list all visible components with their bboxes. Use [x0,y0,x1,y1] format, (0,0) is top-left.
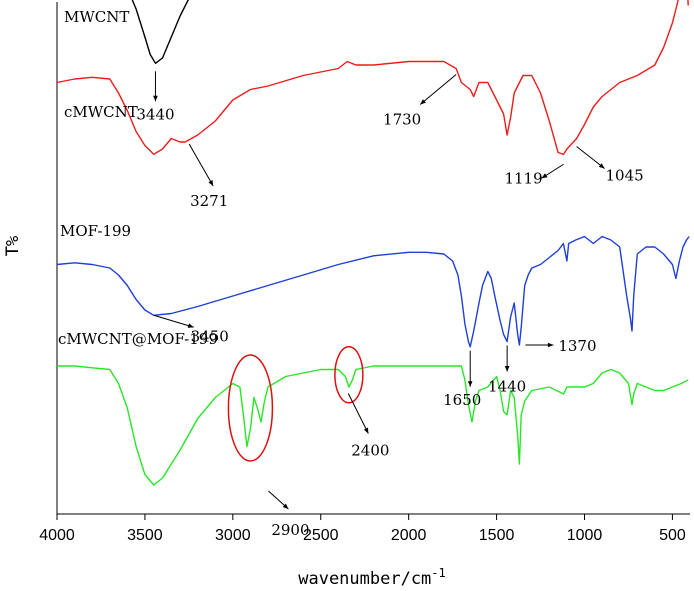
annotation-3450: 3450 [153,314,229,345]
x-axis-title-text: wavenumber/cm [298,569,431,589]
peak-annotations: 3440 3271 1730 1119 1045 3450 1650 1440 1370 2900… [136,71,644,539]
highlight-ellipse-2 [334,346,364,404]
arrow-head [153,95,158,102]
arrow-head [420,99,426,105]
series-labels: MWCNT cMWCNT MOF-199 cMWCNT@MOF-199 [58,8,218,348]
annotation-1440: 1440 [488,345,526,396]
highlight-ellipse-1 [227,354,274,462]
x-tick-label: 2500 [303,527,339,544]
annotation-1650: 1650 [443,350,481,409]
series-line-1 [131,0,189,64]
arrow-head [208,180,214,186]
annotation-3440: 3440 [136,71,175,123]
series-label-4: cMWCNT@MOF-199 [58,330,218,348]
plot-frame [56,2,690,515]
annotation-label: 1370 [558,337,596,355]
x-tick-label: 3500 [127,527,163,544]
arrow-head [504,366,510,372]
annotation-label: 1045 [605,167,643,185]
annotation-label: 2900 [271,521,309,539]
annotation-1119: 1119 [504,163,564,187]
x-tick-label: 3000 [215,527,251,544]
x-tick-label: 1500 [479,527,515,544]
x-ticks: 4000 3500 3000 2500 2000 1500 1000 500 [39,514,686,544]
annotation-arrow [153,314,194,328]
x-axis-title-exponent: -1 [431,566,445,580]
arrow-head [467,381,473,387]
arrow-head [282,503,289,509]
series-line-2 [56,0,689,155]
series-line-3 [56,235,690,348]
x-tick-label: 2000 [391,527,427,544]
annotation-arrow [576,146,605,169]
arrow-head [541,173,548,179]
annotation-arrow [419,74,457,105]
series-label-3: MOF-199 [60,222,131,240]
annotation-arrow [347,393,369,434]
x-tick-label: 4000 [39,527,75,544]
series-label-2: cMWCNT [64,103,138,121]
series-line-4 [57,365,689,486]
x-tick-label: 1000 [567,527,603,544]
annotation-label: 3450 [191,327,229,345]
annotation-label: 1650 [443,391,481,409]
series-group [56,0,690,486]
arrow-head [187,323,194,328]
x-tick-label: 500 [659,527,686,544]
annotation-arrow [188,143,214,187]
annotation-label: 3271 [190,192,228,210]
annotation-3271: 3271 [188,143,228,210]
series-label-1: MWCNT [64,8,129,26]
y-axis-title: T% [3,236,23,256]
annotation-1370: 1370 [525,337,597,355]
x-axis-title: wavenumber/cm-1 [298,566,446,589]
annotation-label: 3440 [136,105,174,123]
arrow-head [598,163,605,169]
annotation-1730: 1730 [383,74,457,129]
arrow-head [547,342,554,348]
annotation-1045: 1045 [576,146,644,185]
highlight-ellipses [227,346,364,462]
annotation-label: 1730 [383,111,421,129]
annotation-label: 1440 [488,378,526,396]
annotation-label: 2400 [351,442,389,460]
annotation-2400: 2400 [347,393,389,460]
arrow-head [363,427,369,434]
annotation-2900: 2900 [268,490,310,539]
annotation-label: 1119 [504,169,542,187]
